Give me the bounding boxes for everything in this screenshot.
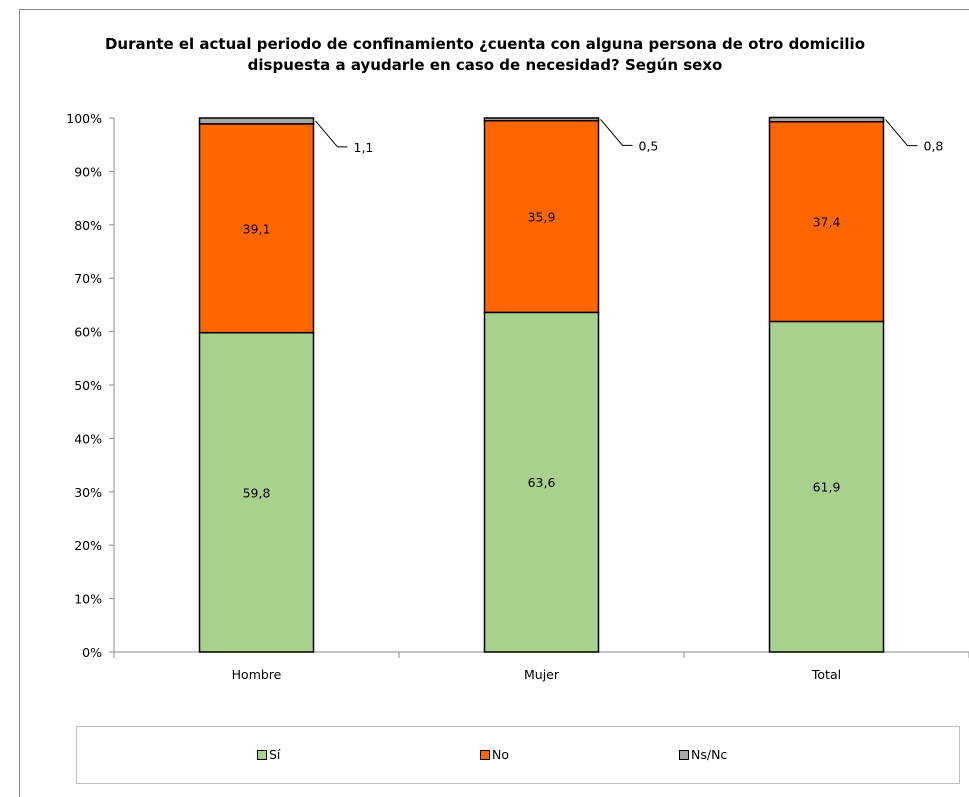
y-tick-label: 20% <box>74 538 102 553</box>
bar-no-total <box>768 120 885 323</box>
leader-line <box>315 120 348 148</box>
leader-line <box>600 119 633 146</box>
bar-no-hombre <box>198 123 315 334</box>
bar-nsnc-mujer <box>483 117 600 122</box>
data-label: 59,8 <box>243 485 271 500</box>
chart-title: Durante el actual periodo de confinamien… <box>104 35 866 74</box>
data-label: 1,1 <box>354 140 374 155</box>
y-tick-label: 30% <box>74 485 102 500</box>
y-tick-label: 60% <box>74 325 102 340</box>
legend-label-no: No <box>492 747 509 762</box>
bar-s-mujer <box>483 311 600 653</box>
legend-label-nsnc: Ns/Nc <box>691 747 728 762</box>
legend-swatch-nsnc <box>679 749 689 760</box>
data-label: 0,5 <box>639 138 659 153</box>
bar-s-hombre <box>198 331 315 653</box>
x-tick-label: Hombre <box>232 667 282 682</box>
leader-line <box>885 119 918 147</box>
legend-item-si: Sí <box>257 747 280 762</box>
legend-item-no: No <box>480 747 509 762</box>
legend-swatch-no <box>480 749 490 760</box>
y-tick-label: 90% <box>74 164 102 179</box>
x-tick-label: Mujer <box>524 667 560 682</box>
y-tick-label: 70% <box>74 271 102 286</box>
y-tick-label: 50% <box>74 378 102 393</box>
legend-label-si: Sí <box>269 747 281 762</box>
bar-nsnc-total <box>768 116 885 123</box>
y-tick-label: 40% <box>74 431 102 446</box>
y-tick-label: 10% <box>74 592 102 607</box>
data-label: 63,6 <box>528 475 556 490</box>
bar-nsnc-hombre <box>198 117 315 125</box>
legend: Sí No Ns/Nc <box>76 726 960 784</box>
x-tick-label: Total <box>811 667 841 682</box>
chart-frame <box>19 9 969 797</box>
data-label: 37,4 <box>813 215 841 230</box>
y-tick-label: 0% <box>82 645 102 660</box>
data-label: 0,8 <box>924 139 944 154</box>
data-label: 61,9 <box>813 480 841 495</box>
legend-item-nsnc: Ns/Nc <box>679 747 727 762</box>
y-tick-label: 100% <box>66 111 102 126</box>
data-label: 35,9 <box>528 210 556 225</box>
chart-plot: 0% 10% 20% 30% 40% 50% 60% 70% 80% 90% 100% 59,8 39,… <box>66 111 969 682</box>
bar-s-total <box>768 320 885 653</box>
bar-no-mujer <box>483 119 600 314</box>
y-tick-label: 80% <box>74 218 102 233</box>
legend-swatch-si <box>257 749 267 760</box>
data-label: 39,1 <box>243 221 271 236</box>
